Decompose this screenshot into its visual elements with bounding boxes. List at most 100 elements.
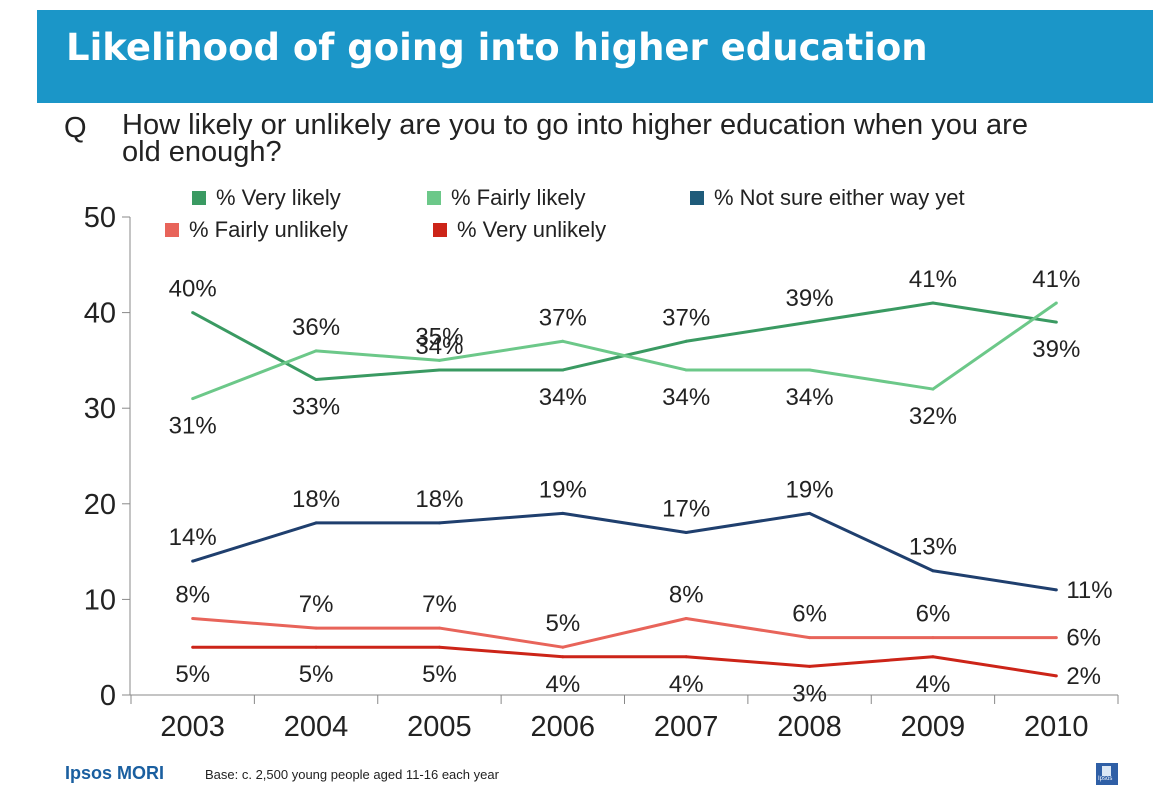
data-label: 34% — [662, 384, 710, 411]
page-title: Likelihood of going into higher educatio… — [66, 26, 928, 69]
x-tick-label: 2008 — [777, 711, 842, 743]
data-point — [808, 320, 812, 324]
data-label: 5% — [545, 610, 580, 637]
data-label: 18% — [292, 486, 340, 513]
data-label: 36% — [292, 314, 340, 341]
data-point — [314, 626, 318, 630]
series-line — [192, 617, 1057, 649]
data-point — [931, 655, 935, 659]
data-point — [684, 530, 688, 534]
data-point — [561, 339, 565, 343]
y-tick-label: 30 — [84, 393, 116, 425]
y-tick-label: 20 — [84, 489, 116, 521]
data-point — [191, 559, 195, 563]
data-label: 39% — [786, 285, 834, 312]
data-label: 13% — [909, 534, 957, 561]
data-point — [314, 349, 318, 353]
data-label: 3% — [792, 680, 827, 707]
data-label: 37% — [662, 304, 710, 331]
data-label: 6% — [1066, 625, 1101, 652]
legend-swatch — [427, 191, 441, 205]
legend-item-very-likely: % Very likely — [192, 185, 341, 211]
data-point — [1054, 301, 1058, 305]
data-point — [931, 636, 935, 640]
data-label: 4% — [916, 671, 951, 698]
legend-label: % Very likely — [216, 185, 341, 210]
data-point — [437, 358, 441, 362]
data-point — [931, 569, 935, 573]
data-label: 5% — [299, 661, 334, 688]
data-label: 39% — [1032, 336, 1080, 363]
x-tick-label: 2003 — [160, 711, 225, 743]
data-point — [561, 368, 565, 372]
data-point — [437, 368, 441, 372]
data-point — [561, 655, 565, 659]
data-label: 6% — [916, 601, 951, 628]
data-point — [808, 368, 812, 372]
legend-swatch — [165, 223, 179, 237]
data-label: 5% — [175, 661, 210, 688]
data-label: 2% — [1066, 663, 1101, 690]
x-tick-label: 2009 — [901, 711, 966, 743]
data-point — [437, 645, 441, 649]
data-label: 33% — [292, 394, 340, 421]
data-point — [808, 664, 812, 668]
legend-item-not-sure: % Not sure either way yet — [690, 185, 965, 211]
data-point — [437, 521, 441, 525]
x-tick-label: 2010 — [1024, 711, 1089, 743]
data-point — [314, 378, 318, 382]
data-point — [1054, 636, 1058, 640]
data-label: 4% — [545, 671, 580, 698]
legend-swatch — [192, 191, 206, 205]
y-tick-label: 40 — [84, 298, 116, 330]
legend-item-fairly-likely: % Fairly likely — [427, 185, 585, 211]
series-line — [192, 645, 1057, 678]
data-label: 11% — [1066, 577, 1112, 604]
data-point — [191, 311, 195, 315]
data-point — [931, 301, 935, 305]
data-point — [684, 368, 688, 372]
data-point — [1054, 320, 1058, 324]
data-point — [437, 626, 441, 630]
data-label: 8% — [669, 582, 704, 609]
data-point — [684, 655, 688, 659]
series-line — [192, 301, 1058, 401]
data-label: 18% — [415, 486, 463, 513]
question-marker: Q — [64, 112, 87, 144]
data-label: 8% — [175, 582, 210, 609]
legend-swatch — [433, 223, 447, 237]
data-point — [561, 511, 565, 515]
logo-mark — [1102, 766, 1111, 776]
data-point — [191, 617, 195, 621]
data-label: 14% — [169, 524, 217, 551]
x-tick-label: 2007 — [654, 711, 719, 743]
data-label: 4% — [669, 671, 704, 698]
data-label: 41% — [1032, 266, 1080, 293]
legend-swatch — [690, 191, 704, 205]
data-point — [314, 645, 318, 649]
ipsos-mori-logo: Ipsos MORI — [65, 763, 165, 783]
data-label: 41% — [909, 266, 957, 293]
data-label: 34% — [786, 384, 834, 411]
data-point — [191, 397, 195, 401]
data-point — [314, 521, 318, 525]
data-label: 37% — [539, 304, 587, 331]
data-point — [808, 636, 812, 640]
y-tick-label: 10 — [84, 584, 116, 616]
data-label: 31% — [169, 413, 217, 440]
data-point — [808, 511, 812, 515]
data-label: 34% — [415, 333, 463, 360]
data-point — [1054, 674, 1058, 678]
data-point — [1054, 588, 1058, 592]
data-point — [931, 387, 935, 391]
y-tick-label: 50 — [84, 202, 116, 234]
legend-label: % Fairly likely — [451, 185, 586, 210]
series-line — [192, 511, 1057, 592]
legend-item-very-unlikely: % Very unlikely — [433, 217, 606, 243]
data-label: 19% — [539, 476, 587, 503]
legend-label: % Fairly unlikely — [189, 217, 348, 242]
data-label: 35% — [415, 323, 463, 350]
data-label: 34% — [539, 384, 587, 411]
ipsos-logo-icon: Ipsos — [1096, 763, 1118, 785]
